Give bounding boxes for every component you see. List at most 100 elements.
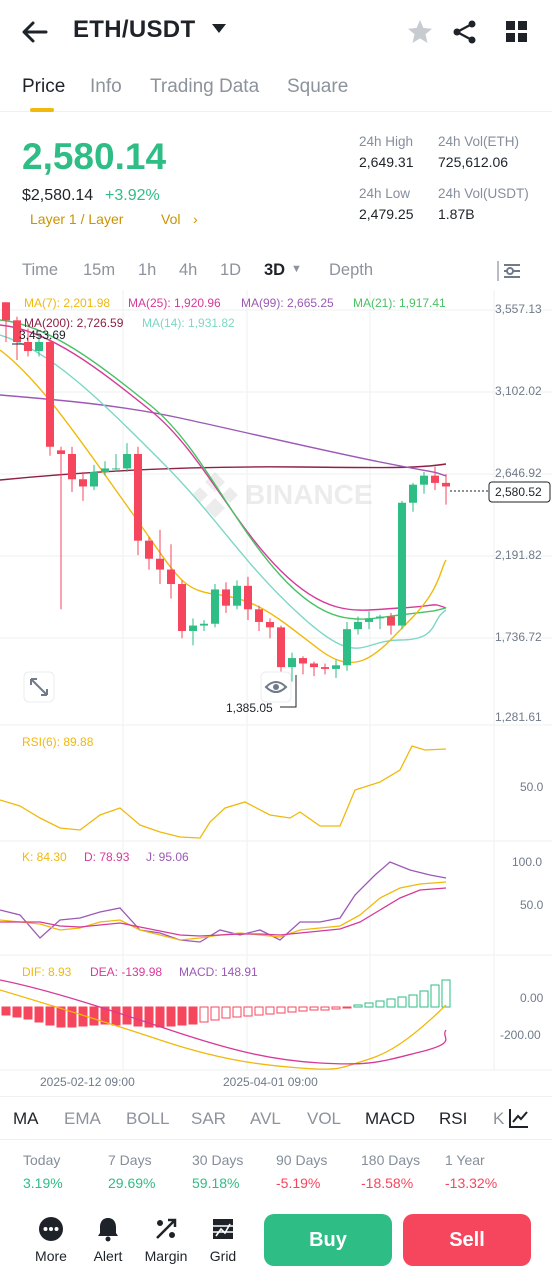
rsi-label: RSI(6): 89.88 <box>22 735 94 749</box>
macd-bar <box>210 1006 220 1021</box>
macd-bar <box>232 1006 242 1018</box>
vol-tag-chevron-icon[interactable]: › <box>193 211 198 227</box>
indicator-boll[interactable]: BOLL <box>126 1109 170 1128</box>
candle <box>112 468 120 470</box>
tab-info[interactable]: Info <box>90 76 122 97</box>
back-arrow-icon[interactable] <box>20 18 50 46</box>
macd-dea-label: DEA: -139.98 <box>90 965 162 979</box>
vol-tag[interactable]: Vol <box>161 211 181 227</box>
tab-trading-data[interactable]: Trading Data <box>150 76 260 97</box>
candle <box>343 629 351 666</box>
ma99-line <box>0 394 447 477</box>
interval-time[interactable]: Time <box>22 261 59 279</box>
candle <box>310 663 318 668</box>
interval-1d[interactable]: 1D <box>220 261 242 279</box>
macd-bar <box>1 1006 11 1016</box>
candle <box>233 585 241 606</box>
y-axis-label-5: 1,736.72 <box>495 630 542 644</box>
macd-bar <box>144 1006 154 1028</box>
pair-dropdown-icon[interactable] <box>212 24 226 33</box>
macd-bar <box>23 1006 33 1020</box>
grid-button[interactable]: Grid <box>198 1216 248 1264</box>
candle <box>398 502 406 626</box>
macd-bar <box>331 1006 341 1010</box>
sell-button[interactable]: Sell <box>403 1214 531 1266</box>
kdj-d-label: D: 78.93 <box>84 850 130 864</box>
kdj-d-line <box>0 887 447 937</box>
last-price: 2,580.14 <box>22 136 167 177</box>
candle <box>57 450 65 454</box>
stat-vol-eth-value: 725,612.06 <box>438 154 509 170</box>
ma21-line <box>0 319 447 620</box>
indicator-ma[interactable]: MA <box>13 1109 39 1128</box>
share-icon[interactable] <box>451 18 479 46</box>
favorite-star-icon[interactable] <box>406 18 434 46</box>
macd-bar <box>177 1006 187 1026</box>
alert-button[interactable]: Alert <box>83 1216 133 1264</box>
candle <box>24 341 32 352</box>
chart-gridlines <box>0 290 552 1071</box>
interval-3d[interactable]: 3D <box>264 261 286 279</box>
macd-bar <box>430 984 440 1008</box>
candle <box>79 479 87 487</box>
tab-price[interactable]: Price <box>22 76 66 97</box>
pair-title[interactable]: ETH/USDT <box>73 16 196 43</box>
indicator-settings-icon[interactable] <box>508 1107 530 1129</box>
indicator-ema[interactable]: EMA <box>64 1109 101 1128</box>
indicator-sar[interactable]: SAR <box>191 1109 226 1128</box>
macd-bar <box>320 1006 330 1011</box>
more-button[interactable]: More <box>26 1216 76 1264</box>
grid-layout-icon[interactable] <box>503 18 531 46</box>
macd-bar <box>364 1002 374 1008</box>
eye-icon[interactable] <box>260 671 292 703</box>
macd-bar <box>386 998 396 1008</box>
legend-ma99: MA(99): 2,665.25 <box>241 296 334 310</box>
kdj-lines <box>0 861 447 943</box>
svg-text:BINANCE: BINANCE <box>245 479 373 510</box>
perf-90d-label: 90 Days <box>276 1152 328 1168</box>
expand-chart-icon[interactable] <box>23 671 55 703</box>
macd-histogram <box>1 979 451 1028</box>
macd-bar <box>397 996 407 1008</box>
macd-axis-0: 0.00 <box>520 991 544 1005</box>
indicator-rsi[interactable]: RSI <box>439 1109 468 1128</box>
indicator-macd[interactable]: MACD <box>365 1109 416 1128</box>
grid-label: Grid <box>209 1248 237 1264</box>
chart-settings-icon[interactable] <box>496 260 522 282</box>
candle <box>2 302 10 321</box>
interval-15m[interactable]: 15m <box>83 261 116 279</box>
margin-button[interactable]: Margin <box>141 1216 191 1264</box>
interval-1h[interactable]: 1h <box>138 261 157 279</box>
candle <box>420 475 428 485</box>
candle <box>332 665 340 669</box>
macd-bar <box>243 1006 253 1017</box>
buy-button[interactable]: Buy <box>264 1214 392 1266</box>
tab-square[interactable]: Square <box>287 76 349 97</box>
perf-7d-label: 7 Days <box>108 1152 152 1168</box>
bell-icon <box>98 1218 118 1242</box>
price-chart[interactable]: BINANCE 3,453.69 1,385.05 3,557.13 3,102… <box>0 290 552 1096</box>
active-tab-indicator <box>30 108 54 112</box>
candle <box>277 627 285 668</box>
perf-today-label: Today <box>23 1152 61 1168</box>
interval-depth[interactable]: Depth <box>329 261 374 279</box>
high-marker: 3,453.69 <box>19 328 66 342</box>
indicator-avl[interactable]: AVL <box>250 1109 281 1128</box>
interval-dropdown-icon[interactable]: ▼ <box>291 263 302 275</box>
indicator-kdj[interactable]: K <box>493 1109 505 1128</box>
macd-bar <box>309 1006 319 1011</box>
ma-lines <box>0 319 447 663</box>
main-tabs: Price Info Trading Data Square <box>0 66 552 112</box>
macd-dea-line <box>0 979 447 1065</box>
macd-bar <box>67 1006 77 1028</box>
perf-7d-value: 29.69% <box>108 1175 156 1191</box>
stat-vol-usdt-value: 1.87B <box>438 206 475 222</box>
y-axis-label-3: 2,646.92 <box>495 466 542 480</box>
legend-ma7: MA(7): 2,201.98 <box>24 296 110 310</box>
indicator-vol[interactable]: VOL <box>307 1109 342 1128</box>
date-label-1: 2025-02-12 09:00 <box>40 1075 135 1089</box>
y-axis-label-1: 3,557.13 <box>495 302 542 316</box>
interval-4h[interactable]: 4h <box>179 261 198 279</box>
category-tag[interactable]: Layer 1 / Layer <box>30 211 124 227</box>
stat-low-label: 24h Low <box>359 186 411 201</box>
